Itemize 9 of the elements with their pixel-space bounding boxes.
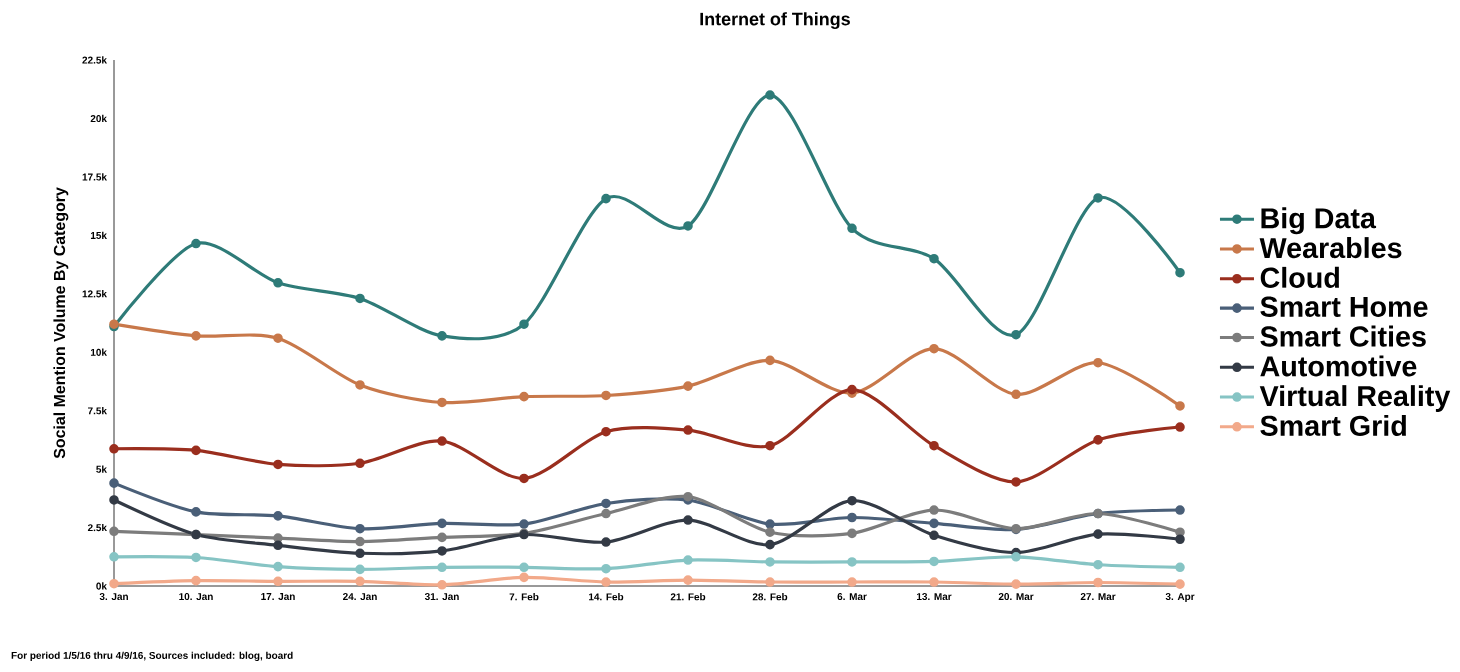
legend-label: Cloud	[1260, 266, 1339, 288]
legend-label: Smart Grid	[1260, 414, 1406, 436]
chart-title: Internet of Things	[700, 12, 850, 30]
legend-label: Automotive	[1260, 355, 1417, 377]
legend-label: Wearables	[1259, 237, 1402, 259]
legend-label: Big Data	[1261, 207, 1377, 235]
legend-label: Virtual Reality	[1259, 385, 1451, 412]
legend-label: Smart Home	[1260, 296, 1428, 317]
legend-label: Smart Cities	[1260, 325, 1426, 347]
